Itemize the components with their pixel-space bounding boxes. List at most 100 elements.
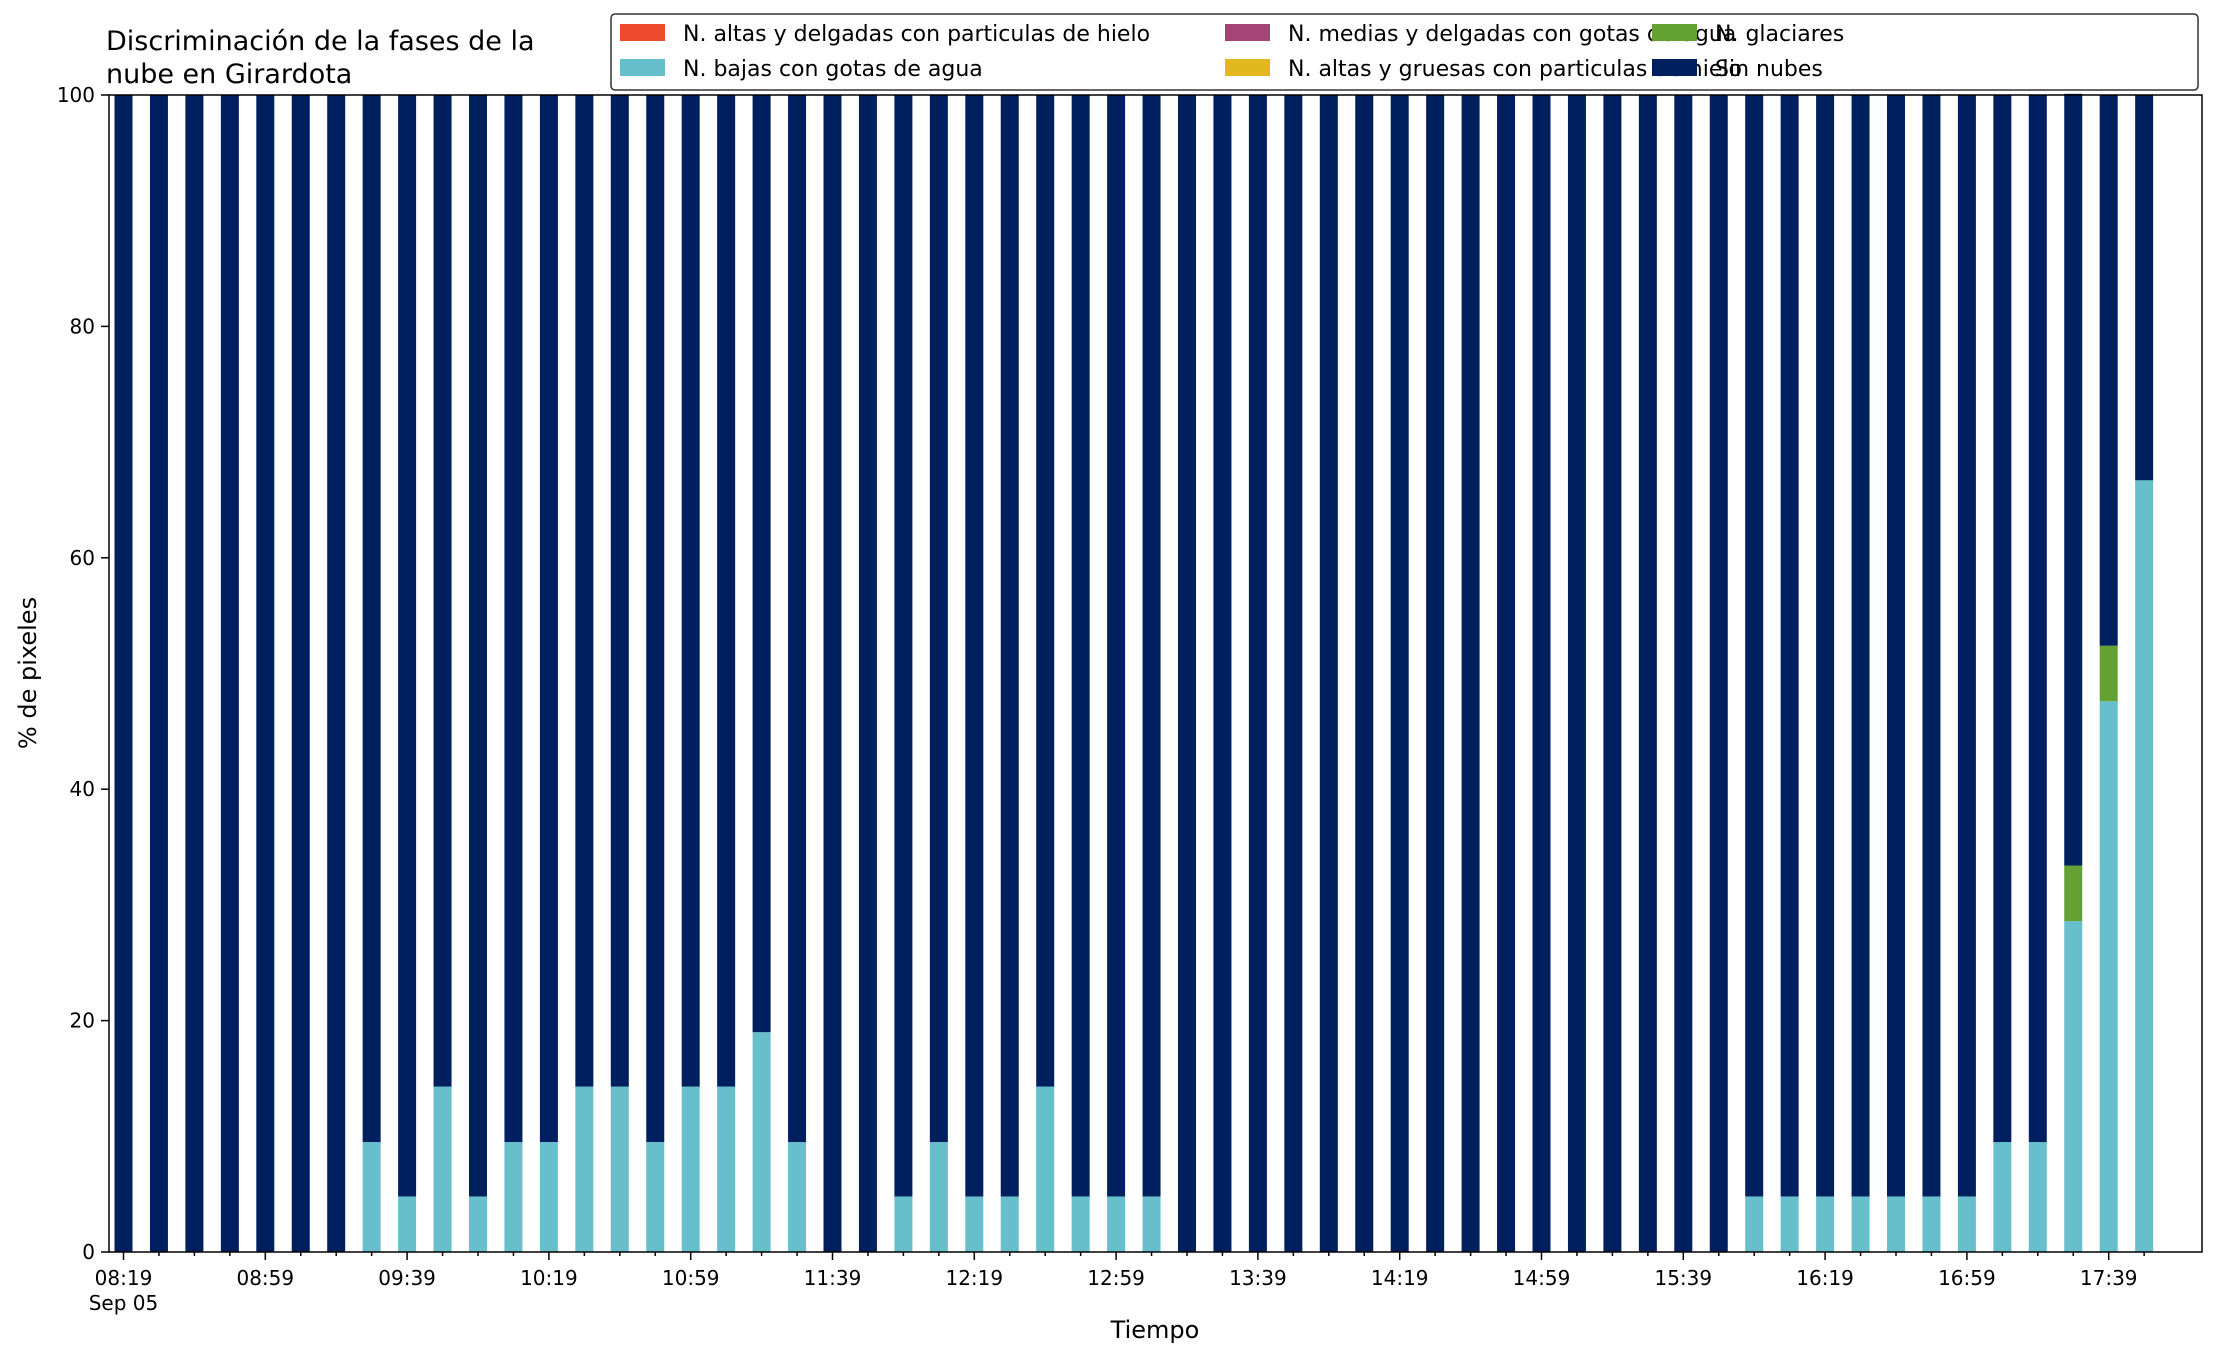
bar-segment-51-series-2 — [1922, 1196, 1941, 1252]
bar-segment-37-series-5 — [1426, 95, 1445, 1252]
bar-segment-56-series-2 — [2099, 701, 2118, 1252]
bar-segment-29-series-5 — [1142, 95, 1161, 1197]
bar-segment-9-series-5 — [433, 95, 452, 1087]
bar-segment-27-series-2 — [1071, 1196, 1090, 1252]
bar-segment-19-series-2 — [788, 1142, 807, 1252]
bar-segment-26-series-2 — [1036, 1086, 1055, 1252]
bars-layer — [114, 93, 2154, 1252]
bar-segment-17-series-2 — [717, 1086, 736, 1252]
bar-segment-31-series-5 — [1213, 95, 1232, 1252]
bar-segment-32-series-5 — [1248, 95, 1267, 1252]
bar-segment-34-series-5 — [1319, 95, 1338, 1252]
bar-segment-45-series-5 — [1709, 95, 1728, 1252]
bar-segment-18-series-2 — [752, 1032, 771, 1252]
bar-segment-27-series-5 — [1071, 95, 1090, 1197]
y-tick-label: 100 — [57, 83, 95, 107]
bar-segment-52-series-2 — [1957, 1196, 1976, 1252]
bar-segment-8-series-5 — [398, 95, 417, 1197]
bar-segment-15-series-5 — [646, 95, 665, 1143]
bar-segment-55-series-2 — [2064, 921, 2083, 1252]
bar-segment-30-series-5 — [1178, 95, 1196, 1252]
bar-segment-22-series-5 — [894, 95, 913, 1197]
bar-segment-24-series-5 — [965, 95, 984, 1197]
bar-segment-47-series-5 — [1780, 95, 1799, 1197]
bar-segment-50-series-5 — [1887, 95, 1905, 1197]
bar-segment-44-series-5 — [1674, 95, 1693, 1252]
bar-segment-54-series-5 — [2028, 95, 2047, 1143]
legend-label: N. altas y delgadas con particulas de hi… — [683, 22, 1150, 47]
bar-segment-39-series-5 — [1497, 95, 1516, 1252]
axes-layer: 0 20 40 60 80 100 08:19 08:59 09:39 10:19 10:59 11:… — [57, 83, 2145, 1315]
bar-segment-12-series-5 — [539, 95, 558, 1143]
bar-segment-8-series-2 — [398, 1196, 417, 1252]
legend-swatch — [1652, 59, 1697, 76]
bar-segment-25-series-5 — [1000, 95, 1019, 1197]
legend-swatch — [620, 24, 665, 41]
chart-title-line-2: nube en Girardota — [106, 59, 352, 90]
x-tick-label: 09:39 — [378, 1266, 436, 1290]
x-tick-label: 15:39 — [1654, 1266, 1712, 1290]
bar-segment-11-series-2 — [504, 1142, 523, 1252]
bar-segment-1-series-5 — [149, 95, 168, 1252]
bar-segment-12-series-2 — [539, 1142, 558, 1252]
x-tick-label: 10:59 — [662, 1266, 720, 1290]
legend-swatch — [1225, 24, 1270, 41]
bar-segment-46-series-2 — [1745, 1196, 1764, 1252]
bar-segment-56-series-5 — [2099, 95, 2118, 646]
legend-swatch — [1225, 59, 1270, 76]
bar-segment-33-series-5 — [1284, 95, 1303, 1252]
x-tick-label: 16:19 — [1796, 1266, 1854, 1290]
bar-segment-47-series-2 — [1780, 1196, 1799, 1252]
legend-swatch — [620, 59, 665, 76]
bar-segment-54-series-2 — [2028, 1142, 2047, 1252]
legend-label: Sin nubes — [1715, 57, 1823, 82]
bar-segment-10-series-5 — [469, 95, 487, 1197]
bar-segment-38-series-5 — [1461, 95, 1480, 1252]
bar-segment-4-series-5 — [256, 95, 275, 1252]
legend-frame — [610, 13, 2199, 91]
bar-segment-57-series-2 — [2135, 480, 2154, 1252]
bar-segment-9-series-2 — [433, 1086, 452, 1252]
bar-segment-51-series-5 — [1922, 95, 1941, 1197]
bar-segment-35-series-5 — [1355, 95, 1374, 1252]
x-tick-label: 14:19 — [1371, 1266, 1429, 1290]
bar-segment-2-series-5 — [185, 95, 204, 1252]
bar-segment-29-series-2 — [1142, 1196, 1161, 1252]
y-tick-label: 60 — [70, 546, 95, 570]
bar-segment-46-series-5 — [1745, 95, 1764, 1197]
bar-segment-55-series-5 — [2064, 93, 2083, 866]
bar-segment-20-series-5 — [823, 95, 842, 1252]
bar-segment-0-series-5 — [114, 95, 133, 1252]
y-tick-label: 0 — [82, 1240, 95, 1264]
x-tick-label: 12:59 — [1087, 1266, 1145, 1290]
y-axis-label: % de pixeles — [14, 597, 42, 749]
bar-segment-50-series-2 — [1887, 1196, 1905, 1252]
bar-segment-23-series-5 — [929, 95, 948, 1143]
bar-segment-6-series-5 — [327, 95, 346, 1252]
bar-segment-28-series-2 — [1107, 1196, 1126, 1252]
bar-segment-52-series-5 — [1957, 95, 1976, 1197]
bar-segment-7-series-5 — [362, 95, 381, 1143]
bar-segment-11-series-5 — [504, 95, 523, 1143]
bar-segment-36-series-5 — [1390, 95, 1409, 1252]
bar-segment-14-series-2 — [610, 1086, 629, 1252]
legend-label: N. bajas con gotas de agua — [683, 57, 983, 82]
plot-frame — [108, 94, 2203, 1253]
bar-segment-55-series-3 — [2064, 865, 2083, 922]
bar-segment-23-series-2 — [929, 1142, 948, 1252]
bar-segment-7-series-2 — [362, 1142, 381, 1252]
bar-segment-22-series-2 — [894, 1196, 913, 1252]
bar-segment-3-series-5 — [220, 95, 239, 1252]
bar-segment-21-series-5 — [858, 95, 877, 1252]
y-tick-label: 80 — [70, 314, 95, 338]
x-tick-label: 16:59 — [1938, 1266, 1996, 1290]
x-tick-label: 10:19 — [520, 1266, 578, 1290]
bar-segment-57-series-5 — [2135, 95, 2154, 481]
bar-segment-18-series-5 — [752, 95, 771, 1033]
bar-segment-5-series-5 — [291, 95, 310, 1252]
bar-segment-56-series-3 — [2099, 645, 2118, 702]
x-tick-label: 11:39 — [804, 1266, 862, 1290]
bar-segment-14-series-5 — [610, 95, 629, 1087]
legend-label: N. glaciares — [1715, 22, 1844, 47]
